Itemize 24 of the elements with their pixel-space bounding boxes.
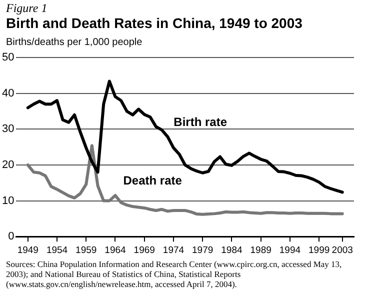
x-tick-label: 1954 xyxy=(46,244,68,256)
y-axis-title: Births/deaths per 1,000 people xyxy=(5,36,144,49)
y-tick-label: 30 xyxy=(2,123,14,136)
y-tick-label: 10 xyxy=(2,194,14,207)
source-note: Sources: China Population Information and Research Center (www.cpirc.org.cn, accessed May 13, 2003); and National Bureau of Statistics of China, Statistical Reports (www.stats.gov.cn/english/newrelease.htm, accessed April 7, 2004). xyxy=(5,259,343,289)
x-tick-label: 1994 xyxy=(279,244,301,256)
x-tick-label: 1949 xyxy=(17,244,38,256)
x-tick-label: 1984 xyxy=(221,244,242,256)
x-tick-label: 2003 xyxy=(332,244,353,256)
x-tick-label: 1979 xyxy=(192,244,214,256)
y-tick-label: 0 xyxy=(8,230,14,243)
chart-title: Birth and Death Rates in China, 1949 to 2003 xyxy=(5,15,304,32)
x-tick-label: 1974 xyxy=(162,244,184,256)
x-tick-label: 1959 xyxy=(76,244,97,256)
x-tick-label: 1999 xyxy=(308,244,330,256)
series-label: Birth rate xyxy=(174,115,228,130)
series-label: Death rate xyxy=(123,174,182,188)
x-tick-label: 1964 xyxy=(104,244,126,256)
y-tick-label: 40 xyxy=(2,87,14,100)
x-tick-label: 1989 xyxy=(250,244,272,256)
x-tick-label: 1969 xyxy=(134,244,155,256)
y-tick-label: 50 xyxy=(2,52,14,64)
y-tick-label: 20 xyxy=(2,159,14,172)
caption: Figure 1 xyxy=(5,0,48,15)
